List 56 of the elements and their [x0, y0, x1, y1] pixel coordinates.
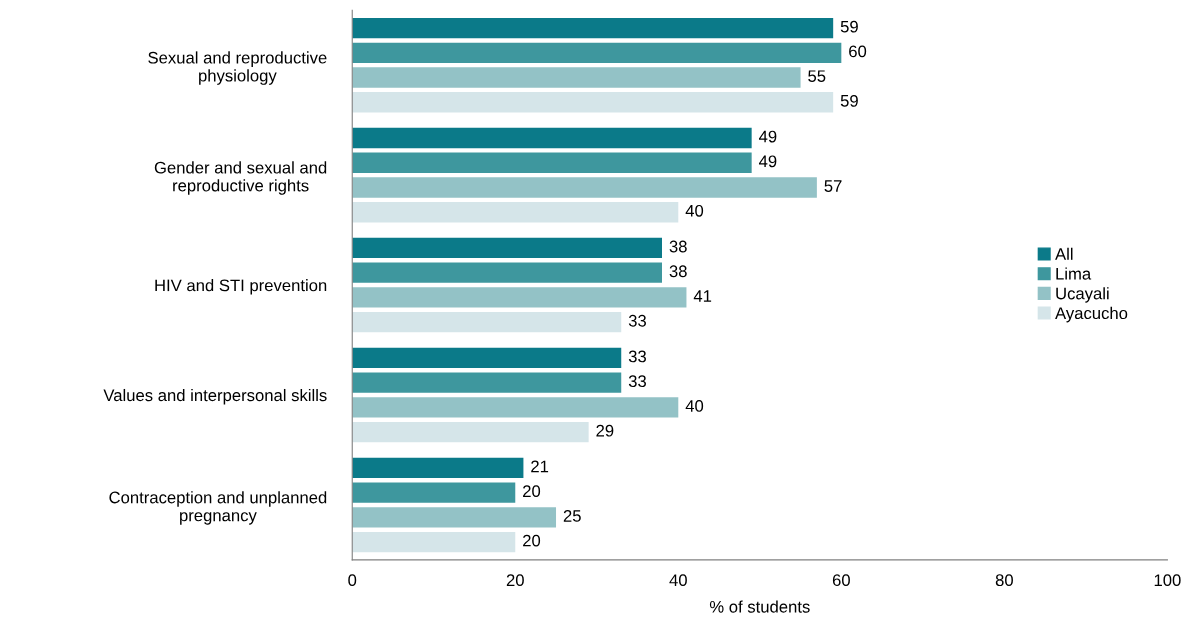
data-label: 59	[840, 20, 858, 33]
data-label: 20	[523, 485, 541, 498]
y-tick-label: Gender and sexual and reproductive rights	[154, 161, 327, 195]
bar	[352, 92, 834, 113]
y-tick-label: HIV and STI prevention	[155, 279, 327, 295]
y-tick-label: Contraception and unplanned pregnancy	[109, 491, 327, 525]
x-tick-label: 100	[1154, 574, 1181, 587]
bar	[352, 17, 834, 39]
bar	[352, 531, 516, 553]
data-label: 60	[849, 45, 867, 58]
bar	[352, 311, 622, 333]
bar	[352, 202, 679, 223]
data-label: 29	[596, 424, 614, 437]
y-tick-label: Values and interpersonal skills	[103, 388, 327, 405]
x-axis-title: % of students	[709, 600, 810, 613]
data-label: 33	[628, 314, 646, 327]
data-label: 21	[531, 460, 549, 473]
x-tick-label: 20	[506, 574, 524, 587]
bar	[352, 421, 589, 443]
y-tick-label: Sexual and reproductive physiology	[148, 51, 327, 85]
bar	[352, 67, 801, 88]
data-label: 40	[685, 204, 704, 217]
data-label: 41	[693, 290, 712, 302]
bar	[352, 237, 662, 259]
bar	[352, 152, 752, 173]
bar	[352, 127, 752, 149]
bar	[352, 177, 817, 198]
data-label: 38	[669, 240, 687, 253]
bar	[352, 347, 622, 369]
data-label: 57	[824, 180, 842, 192]
legend-label: Lima	[1056, 267, 1092, 280]
data-label: 38	[669, 265, 687, 278]
data-label: 40	[685, 400, 704, 412]
bar	[352, 287, 687, 308]
legend-label: Ayacucho	[1055, 306, 1128, 323]
bar	[352, 397, 679, 418]
bar	[352, 482, 516, 503]
bar	[352, 457, 524, 479]
bar	[352, 262, 662, 283]
bar	[352, 372, 622, 393]
legend-label: Ucayali	[1056, 287, 1109, 303]
x-tick-label: 60	[832, 574, 850, 587]
x-tick-label: 40	[669, 574, 687, 587]
x-tick-label: 80	[995, 574, 1013, 587]
bar	[352, 42, 842, 63]
bar	[352, 507, 557, 528]
x-tick-label: 0	[348, 574, 357, 587]
data-label: 49	[758, 130, 777, 143]
data-label: 55	[808, 70, 826, 83]
data-label: 33	[628, 375, 646, 388]
data-label: 59	[840, 94, 858, 107]
data-label: 20	[523, 534, 541, 547]
legend-label: All	[1055, 247, 1073, 260]
data-label: 49	[758, 155, 777, 168]
data-label: 33	[628, 350, 646, 363]
data-label: 25	[563, 509, 581, 522]
